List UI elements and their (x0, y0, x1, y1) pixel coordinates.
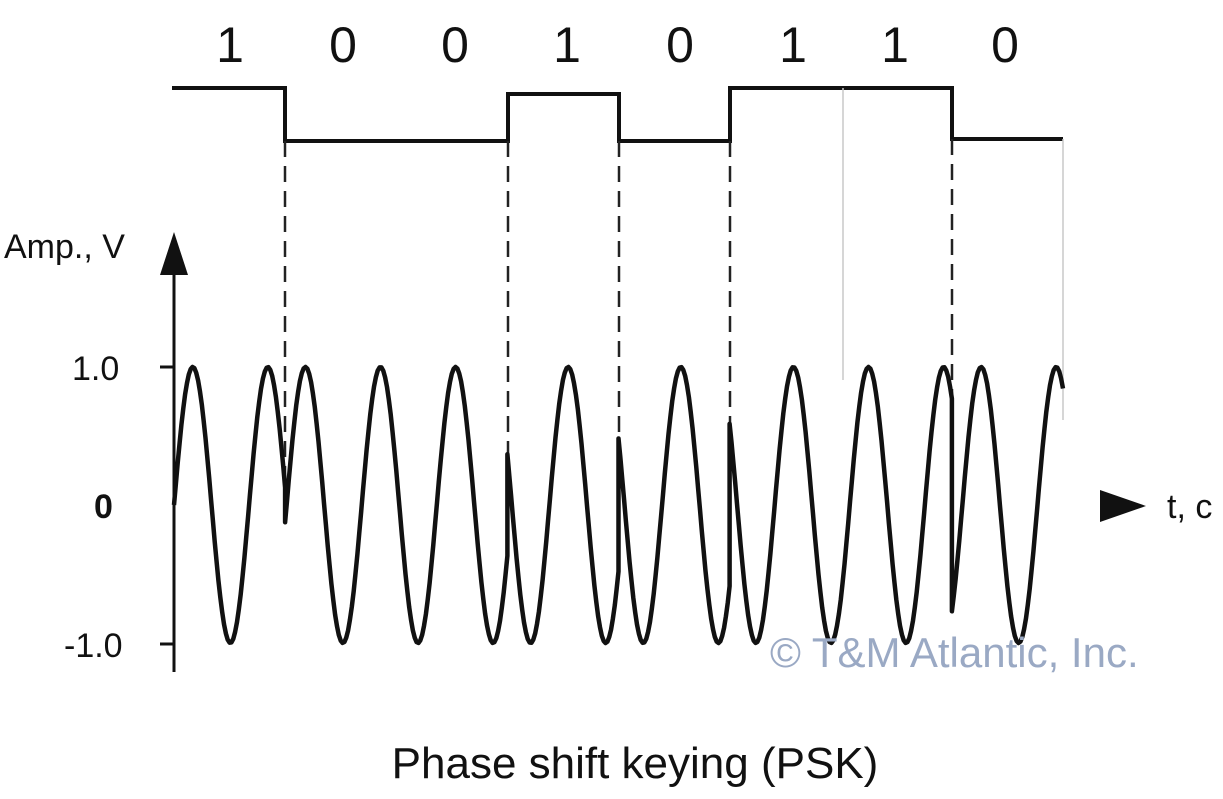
watermark: © T&M Atlantic, Inc. (770, 629, 1139, 676)
x-axis-arrow-icon (1100, 490, 1146, 522)
tick-label-zero: 0 (94, 488, 113, 526)
y-axis-label: Amp., V (4, 228, 125, 266)
bit-label: 1 (881, 17, 909, 73)
bit-label: 0 (666, 17, 694, 73)
bit-label: 1 (553, 17, 581, 73)
bit-label: 1 (216, 17, 244, 73)
bit-label: 1 (779, 17, 807, 73)
bit-labels: 1 0 0 1 0 1 1 0 (216, 17, 1019, 73)
tick-label-top: 1.0 (72, 350, 119, 388)
bit-label: 0 (441, 17, 469, 73)
faint-guides (842, 88, 1064, 420)
tick-label-bottom: -1.0 (64, 627, 123, 665)
psk-carrier-wave (171, 364, 1066, 646)
caption: Phase shift keying (PSK) (392, 739, 879, 788)
x-axis-label: t, c (1167, 488, 1212, 526)
bit-label: 0 (329, 17, 357, 73)
data-signal (172, 86, 1063, 143)
y-axis-arrow-icon (160, 232, 188, 275)
bit-label: 0 (991, 17, 1019, 73)
